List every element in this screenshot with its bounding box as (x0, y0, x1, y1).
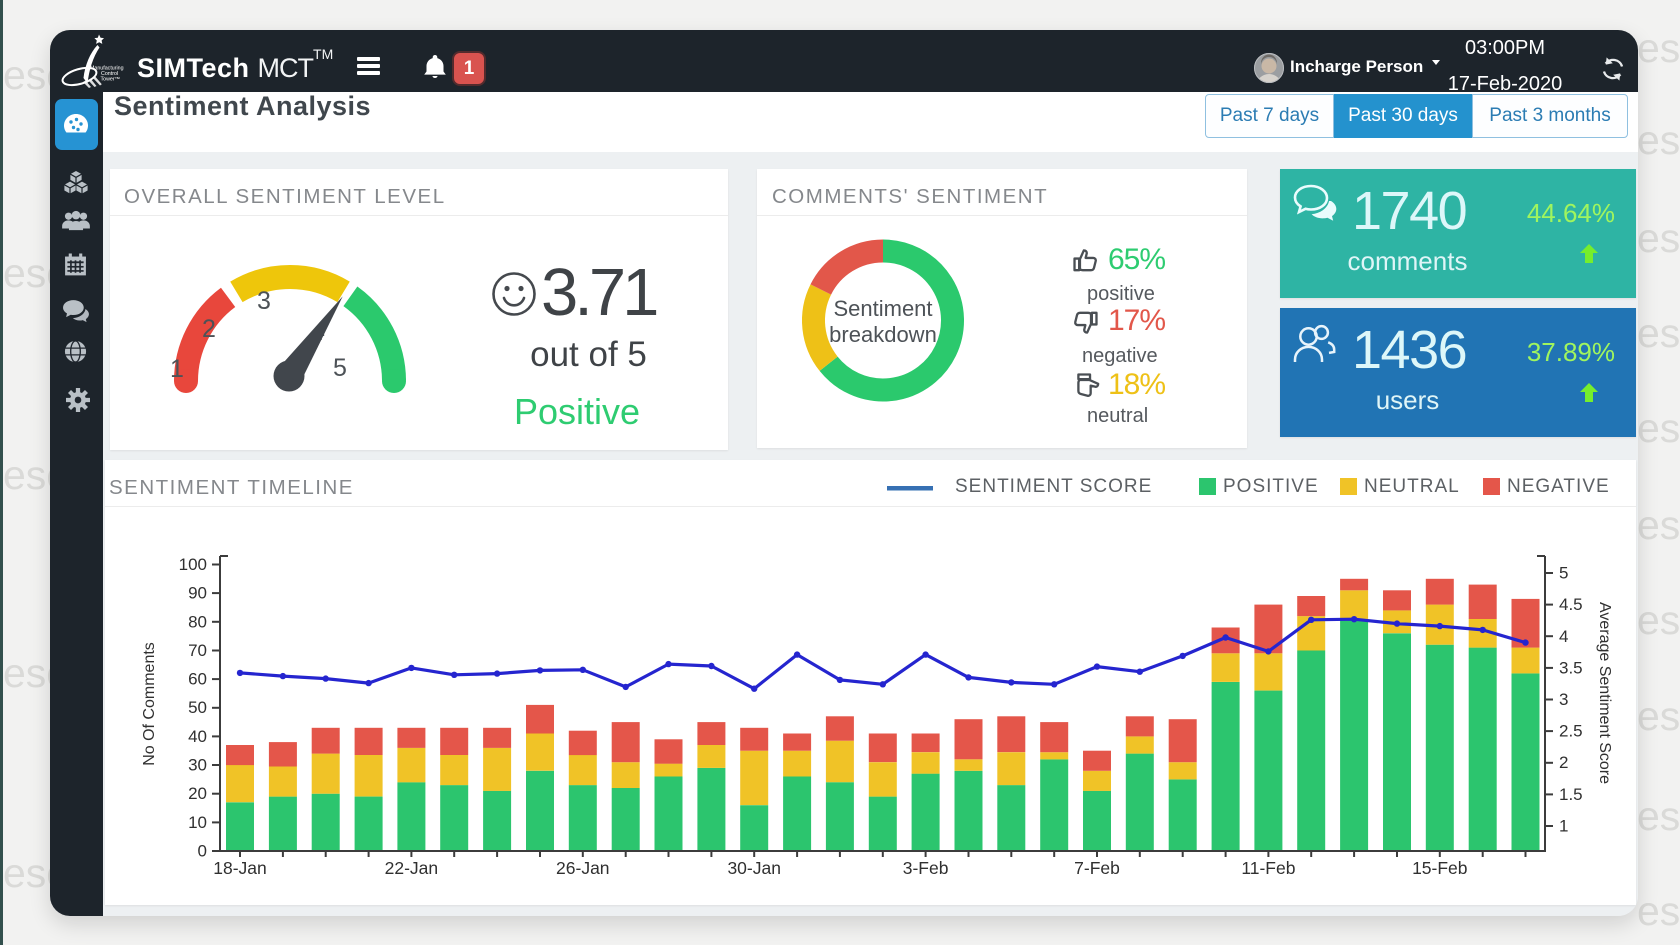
svg-text:7-Feb: 7-Feb (1074, 858, 1120, 878)
svg-text:3.5: 3.5 (1559, 658, 1583, 677)
svg-text:5: 5 (1559, 564, 1568, 583)
svg-text:Tower™: Tower™ (101, 77, 120, 83)
svg-text:100: 100 (179, 555, 207, 574)
svg-text:26-Jan: 26-Jan (556, 858, 610, 878)
svg-text:1: 1 (170, 355, 184, 383)
svg-text:3: 3 (1559, 690, 1568, 709)
svg-text:0: 0 (198, 842, 207, 861)
svg-text:60: 60 (188, 670, 207, 689)
svg-text:1.5: 1.5 (1559, 785, 1583, 804)
svg-text:Control: Control (101, 71, 118, 77)
svg-text:4: 4 (1559, 627, 1568, 646)
svg-text:3: 3 (257, 287, 271, 315)
svg-text:22-Jan: 22-Jan (385, 858, 439, 878)
svg-text:No Of Comments: No Of Comments (141, 642, 158, 766)
svg-text:Average Sentiment Score: Average Sentiment Score (1596, 602, 1613, 784)
svg-text:3-Feb: 3-Feb (903, 858, 949, 878)
svg-text:30-Jan: 30-Jan (727, 858, 781, 878)
svg-text:18-Jan: 18-Jan (213, 858, 267, 878)
svg-text:20: 20 (188, 784, 207, 803)
svg-text:5: 5 (333, 354, 347, 382)
svg-text:11-Feb: 11-Feb (1241, 858, 1295, 878)
svg-text:Manufacturing: Manufacturing (90, 66, 124, 72)
svg-text:2: 2 (1559, 753, 1568, 772)
svg-text:30: 30 (188, 756, 207, 775)
svg-text:1: 1 (1559, 817, 1568, 836)
svg-text:15-Feb: 15-Feb (1412, 858, 1467, 878)
svg-text:80: 80 (188, 612, 207, 631)
svg-text:50: 50 (188, 698, 207, 717)
svg-text:70: 70 (188, 641, 207, 660)
svg-text:2: 2 (202, 315, 216, 343)
svg-text:40: 40 (188, 727, 207, 746)
svg-text:10: 10 (188, 813, 207, 832)
svg-text:2.5: 2.5 (1559, 722, 1583, 741)
svg-text:4.5: 4.5 (1559, 595, 1583, 614)
svg-text:90: 90 (188, 584, 207, 603)
